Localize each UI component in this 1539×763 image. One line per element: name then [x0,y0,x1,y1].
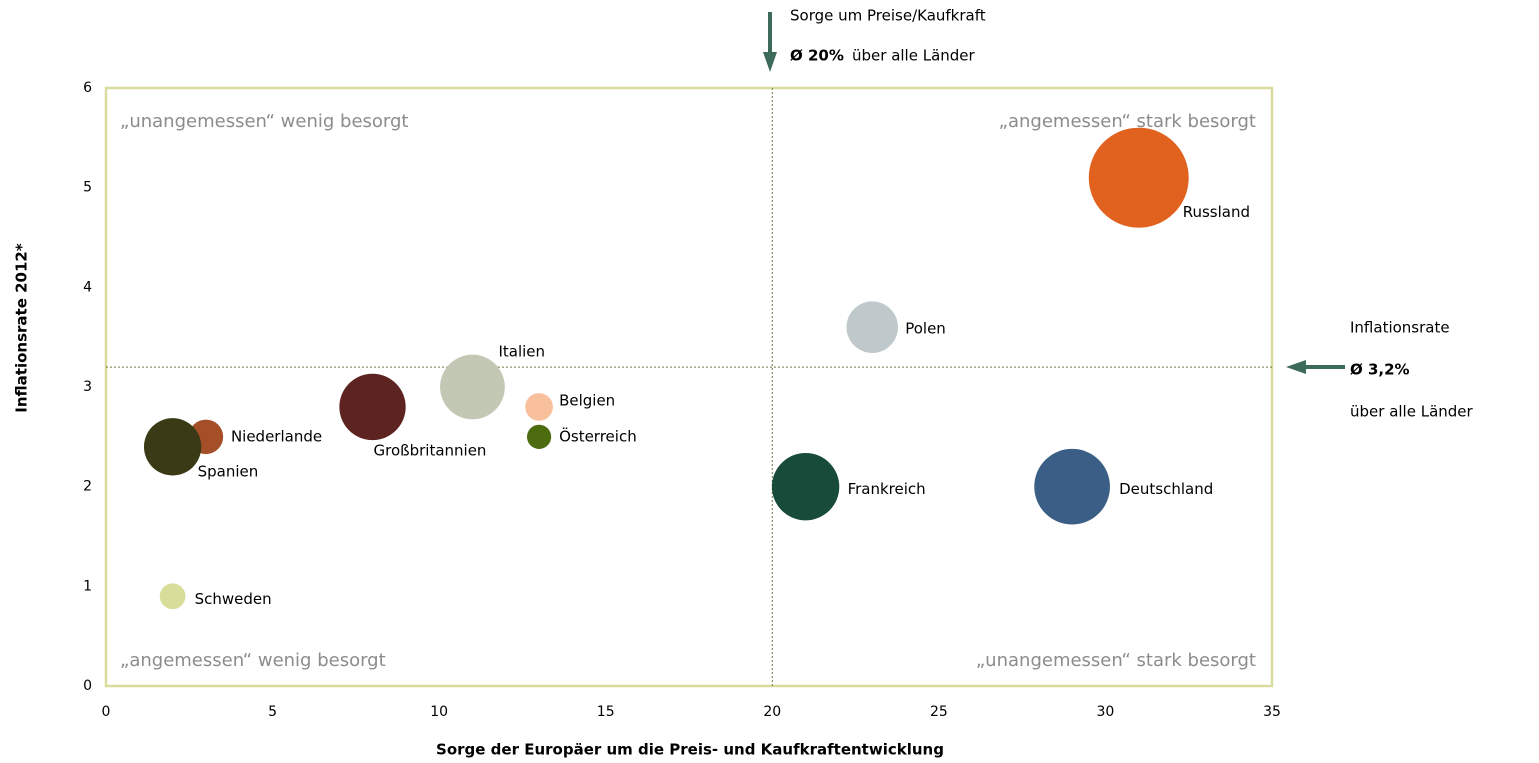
annotation: Ø 3,2% [1350,361,1410,379]
bubble-label: Schweden [195,590,272,608]
y-tick-label: 2 [83,479,92,495]
quadrant-label: „angemessen“ wenig besorgt [120,650,386,671]
arrow-head [763,52,777,72]
bubble-label: Deutschland [1119,480,1213,498]
x-tick-label: 15 [597,704,615,720]
y-tick-label: 5 [83,180,92,196]
x-tick-label: 30 [1097,704,1115,720]
annotation: Sorge um Preise/Kaufkraft [790,7,986,25]
bubble [846,301,898,353]
bubble-label: Frankreich [848,480,926,498]
bubble [526,424,552,449]
x-tick-label: 0 [102,704,111,720]
y-tick-label: 0 [83,678,92,694]
bubble [771,452,840,521]
annotation: über alle Länder [1350,403,1474,421]
bubble [525,393,553,421]
bubble-label: Großbritannien [374,441,487,459]
bubble-label: Österreich [559,426,637,445]
arrow-head [1286,360,1306,374]
bubble-label: Niederlande [231,427,322,445]
annotation: Inflationsrate [1350,319,1450,337]
bubble [159,583,186,610]
quadrant-label: „unangemessen“ stark besorgt [976,650,1256,671]
x-tick-label: 25 [930,704,948,720]
bubble [143,418,202,476]
y-tick-label: 1 [83,578,92,594]
bubble-label: Russland [1183,203,1250,221]
x-axis-title: Sorge der Europäer um die Preis- und Kau… [436,741,944,759]
quadrant-label: „unangemessen“ wenig besorgt [120,111,408,132]
y-axis-title: Inflationsrate 2012* [13,243,31,413]
bubble-label: Italien [498,343,545,361]
bubble-label: Spanien [198,462,259,480]
x-tick-label: 35 [1263,704,1281,720]
bubble [339,373,406,441]
x-tick-label: 10 [430,704,448,720]
bubble [440,354,505,420]
annotation: Ø 20% [790,47,844,65]
bubble [1088,127,1189,228]
y-tick-label: 4 [83,279,92,295]
bubble-label: Belgien [559,391,615,409]
bubble [1034,448,1110,525]
quadrant-label: „angemessen“ stark besorgt [999,111,1256,132]
y-tick-label: 6 [83,80,92,96]
y-tick-label: 3 [83,379,92,395]
plot-frame [104,86,1274,688]
x-tick-label: 5 [268,704,277,720]
x-tick-label: 20 [763,704,781,720]
bubble-label: Polen [905,320,946,338]
annotation: über alle Länder [852,47,976,65]
